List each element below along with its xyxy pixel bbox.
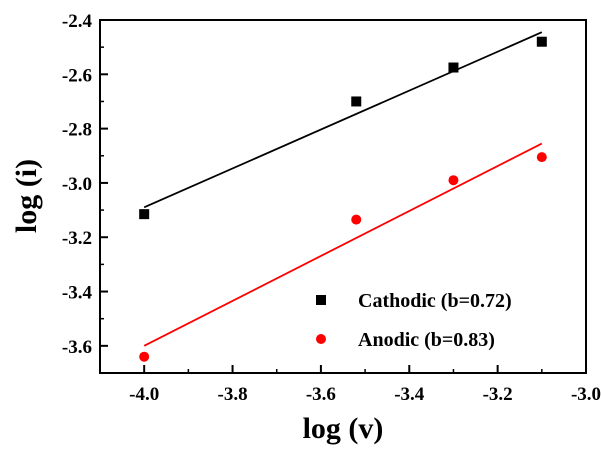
y-tick-label: -3.0 xyxy=(62,174,92,195)
x-tick-label: -3.6 xyxy=(306,384,336,405)
legend-marker-cathodic xyxy=(316,295,326,305)
fit-lines xyxy=(143,31,543,347)
x-tick-label: -3.8 xyxy=(218,384,248,405)
y-tick-label: -2.8 xyxy=(62,120,92,141)
y-tick-label: -3.2 xyxy=(62,228,92,249)
data-point-cathodic xyxy=(351,96,362,107)
legend-label-anodic: Anodic (b=0.83) xyxy=(358,329,495,351)
y-tick-label: -3.4 xyxy=(62,283,93,304)
legend: Cathodic (b=0.72) Anodic (b=0.83) xyxy=(316,290,512,351)
data-point-anodic xyxy=(139,351,150,362)
y-axis-title: log (i) xyxy=(10,159,43,233)
x-tick-label: -3.2 xyxy=(483,384,513,405)
x-tick-label: -3.4 xyxy=(394,384,425,405)
legend-marker-anodic xyxy=(316,334,326,344)
y-tick-label: -2.4 xyxy=(62,11,93,32)
plot-frame xyxy=(99,19,587,374)
data-point-cathodic xyxy=(448,62,459,73)
x-axis-title: log (v) xyxy=(303,412,384,445)
data-point-anodic xyxy=(448,175,459,186)
fit-line-anodic xyxy=(143,142,543,347)
x-tick-label: -4.0 xyxy=(129,384,159,405)
data-point-anodic xyxy=(351,214,362,225)
x-tick-labels: -4.0 -3.8 -3.6 -3.4 -3.2 -3.0 xyxy=(129,384,601,405)
fit-line-cathodic xyxy=(143,31,543,209)
data-points xyxy=(139,36,547,362)
data-point-cathodic xyxy=(139,209,150,220)
y-tick-label: -3.6 xyxy=(62,337,92,358)
x-tick-label: -3.0 xyxy=(571,384,601,405)
y-tick-label: -2.6 xyxy=(62,65,92,86)
major-ticks xyxy=(100,19,587,373)
data-point-anodic xyxy=(536,152,547,163)
legend-label-cathodic: Cathodic (b=0.72) xyxy=(358,290,512,312)
y-tick-labels: -2.4 -2.6 -2.8 -3.0 -3.2 -3.4 -3.6 xyxy=(62,11,93,358)
data-point-cathodic xyxy=(536,36,547,47)
minor-ticks xyxy=(99,46,543,374)
